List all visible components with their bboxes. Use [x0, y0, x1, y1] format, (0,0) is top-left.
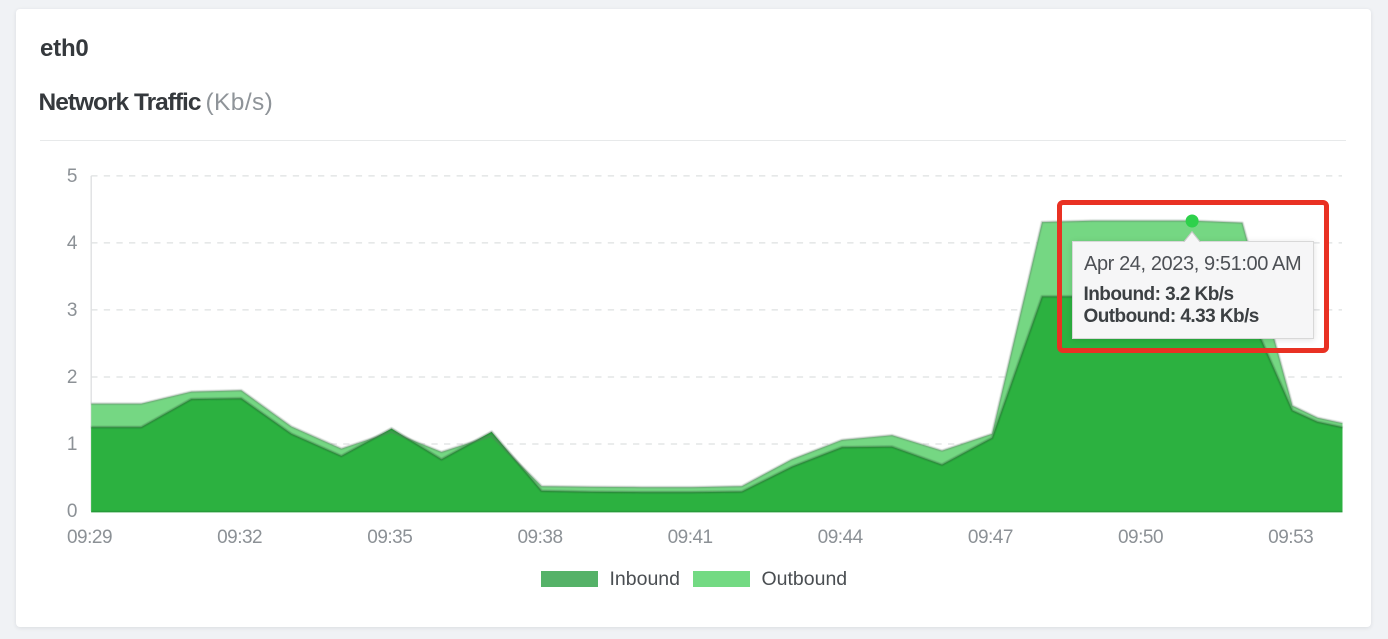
svg-text:0: 0: [67, 501, 77, 522]
svg-text:4: 4: [67, 233, 78, 254]
svg-text:09:38: 09:38: [517, 527, 562, 548]
svg-text:09:32: 09:32: [217, 527, 262, 548]
svg-text:09:35: 09:35: [367, 527, 412, 548]
svg-text:5: 5: [67, 166, 77, 187]
svg-text:09:41: 09:41: [668, 527, 713, 548]
svg-text:09:29: 09:29: [67, 527, 112, 548]
svg-text:09:50: 09:50: [1118, 527, 1163, 548]
svg-text:3: 3: [67, 300, 77, 321]
svg-text:09:53: 09:53: [1268, 527, 1313, 548]
svg-text:09:44: 09:44: [818, 527, 864, 548]
svg-text:09:47: 09:47: [968, 527, 1013, 548]
svg-text:2: 2: [67, 367, 77, 388]
svg-text:1: 1: [67, 434, 77, 455]
